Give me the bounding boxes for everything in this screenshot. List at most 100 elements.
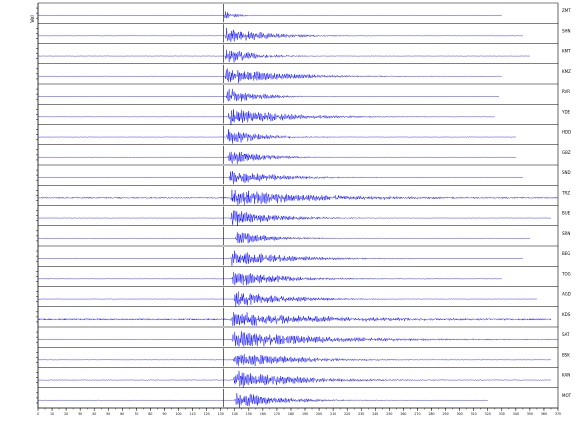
waveform-trace bbox=[37, 232, 530, 244]
waveform-trace bbox=[37, 393, 488, 408]
waveform-trace bbox=[37, 129, 516, 144]
station-label: RVR bbox=[562, 89, 570, 94]
x-tick-label: 290 bbox=[443, 412, 449, 416]
x-tick-label: 300 bbox=[457, 412, 463, 416]
trace-panel: KDS bbox=[36, 306, 571, 326]
trace-panel: SAT bbox=[36, 326, 570, 347]
x-tick-label: 250 bbox=[386, 412, 392, 416]
trace-panel: MOT bbox=[36, 387, 572, 408]
x-tick-label: 100 bbox=[175, 412, 181, 416]
x-tick-label: 50 bbox=[106, 412, 110, 416]
x-tick-label: 270 bbox=[414, 412, 420, 416]
station-label: BSK bbox=[562, 352, 570, 357]
x-tick-label: 320 bbox=[485, 412, 491, 416]
x-tick-label: 220 bbox=[344, 412, 350, 416]
trace-panel: YDE bbox=[36, 103, 571, 126]
x-tick-label: 160 bbox=[260, 412, 266, 416]
trace-panel: GBZ bbox=[36, 144, 571, 165]
x-tick-label: 30 bbox=[78, 412, 82, 416]
station-label: KDS bbox=[562, 312, 571, 317]
station-label: SRN bbox=[562, 231, 570, 236]
station-label: HDD bbox=[562, 130, 571, 135]
waveform-trace bbox=[37, 109, 495, 126]
trace-panel: KAN bbox=[36, 367, 570, 388]
x-tick-label: 10 bbox=[50, 412, 54, 416]
station-label: TRZ bbox=[561, 190, 570, 195]
x-tick-label: 120 bbox=[204, 412, 210, 416]
station-label: YDE bbox=[561, 109, 571, 114]
trace-panel: KMT bbox=[36, 43, 571, 63]
trace-panel: RVR bbox=[36, 83, 570, 104]
x-tick-label: 170 bbox=[274, 412, 280, 416]
waveform-trace bbox=[37, 291, 537, 307]
station-label: SND bbox=[562, 170, 571, 175]
station-label: ZMT bbox=[562, 8, 571, 13]
x-tick-label: 190 bbox=[302, 412, 308, 416]
station-label: BEG bbox=[562, 251, 570, 256]
x-tick-label: 40 bbox=[92, 412, 96, 416]
x-tick-label: 350 bbox=[527, 412, 533, 416]
x-tick-label: 70 bbox=[134, 412, 138, 416]
x-tick-label: 150 bbox=[246, 412, 252, 416]
station-label: SHN bbox=[562, 28, 571, 33]
trace-panel: SRN bbox=[36, 225, 570, 245]
trace-panels: ZMT SHN KMT KMZ RVR YDE HDD GBZ SND TRZ BUE SRN BEG T… bbox=[36, 2, 572, 408]
trace-panel: KMZ bbox=[36, 63, 571, 84]
trace-panel: AGD bbox=[36, 286, 571, 307]
trace-panel: HDD bbox=[36, 124, 571, 144]
x-axis: 0 10 20 30 40 50 60 70 80 90 100 110 120 130 140 150 160… bbox=[37, 3, 561, 416]
station-label: KMZ bbox=[562, 69, 571, 74]
trace-panel: SND bbox=[36, 164, 571, 185]
x-tick-label: 340 bbox=[513, 412, 519, 416]
x-tick-label: 200 bbox=[316, 412, 322, 416]
trace-panel: ZMT bbox=[36, 2, 571, 23]
station-label: SAT bbox=[562, 332, 570, 337]
waveform-trace bbox=[38, 331, 559, 347]
trace-panel: BSK bbox=[36, 346, 570, 367]
station-label: KMT bbox=[562, 49, 571, 54]
x-tick-label: 0 bbox=[37, 412, 39, 416]
x-tick-label: 20 bbox=[64, 412, 68, 416]
waveform-trace bbox=[37, 189, 559, 206]
waveform-trace bbox=[37, 250, 523, 266]
waveform-trace bbox=[37, 88, 500, 102]
x-tick-label: 330 bbox=[499, 412, 505, 416]
waveform-trace bbox=[37, 27, 523, 43]
x-tick-label: 310 bbox=[471, 412, 477, 416]
x-tick-label: 260 bbox=[400, 412, 406, 416]
x-tick-label: 60 bbox=[120, 412, 124, 416]
station-label: MOT bbox=[562, 393, 572, 398]
waveform-trace bbox=[37, 271, 502, 286]
trace-panel: BUE bbox=[36, 205, 571, 226]
waveform-trace bbox=[37, 370, 552, 388]
x-tick-label: 110 bbox=[190, 412, 196, 416]
x-tick-label: 80 bbox=[148, 412, 152, 416]
waveform-trace bbox=[37, 209, 552, 226]
station-label: KAN bbox=[562, 373, 570, 378]
y-axis-label: Vel bbox=[30, 15, 36, 23]
waveform-trace bbox=[37, 171, 523, 185]
trace-panel: BEG bbox=[36, 245, 570, 266]
x-tick-label: 140 bbox=[232, 412, 238, 416]
waveform-trace bbox=[37, 68, 502, 84]
x-tick-label: 180 bbox=[288, 412, 294, 416]
x-tick-label: 370 bbox=[555, 412, 561, 416]
x-tick-label: 360 bbox=[541, 412, 547, 416]
station-label: BUE bbox=[562, 211, 571, 216]
waveform-trace bbox=[37, 353, 552, 367]
station-label: TOG bbox=[561, 271, 571, 276]
trace-panel: TRZ bbox=[36, 184, 570, 206]
x-tick-label: 240 bbox=[372, 412, 378, 416]
station-label: GBZ bbox=[562, 150, 571, 155]
x-tick-label: 230 bbox=[358, 412, 364, 416]
trace-panel: SHN bbox=[36, 22, 571, 43]
x-tick-label: 130 bbox=[218, 412, 224, 416]
x-tick-label: 210 bbox=[330, 412, 336, 416]
station-label: AGD bbox=[562, 292, 571, 297]
waveform-trace bbox=[38, 49, 530, 63]
waveform-trace bbox=[37, 151, 516, 165]
trace-panel: TOG bbox=[36, 265, 571, 286]
waveform-trace bbox=[37, 312, 552, 326]
x-tick-label: 90 bbox=[162, 412, 166, 416]
